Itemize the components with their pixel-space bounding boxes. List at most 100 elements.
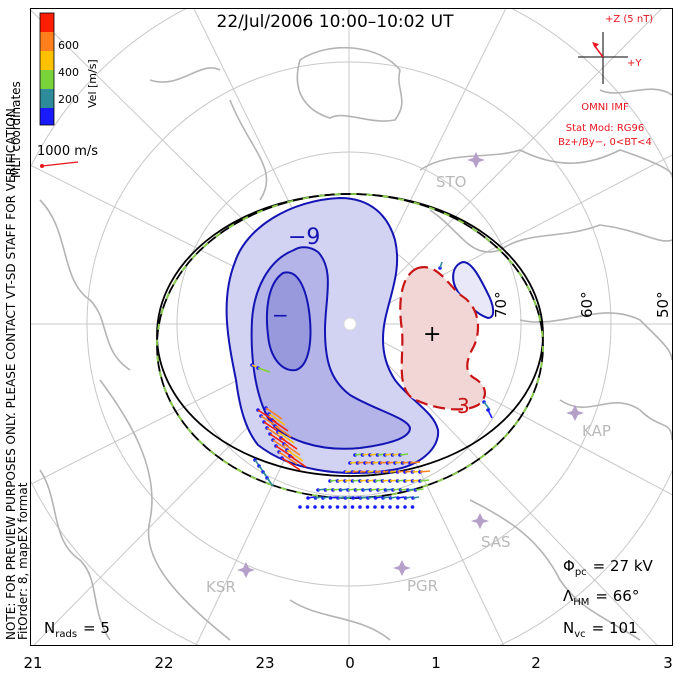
contour-label-max: + [423, 322, 441, 347]
coordinates-note: MLT coordinates [9, 81, 23, 178]
velocity-vector [277, 431, 295, 444]
reference-vector [41, 161, 79, 167]
stat-phi-pc: Φpc = 27 kV [563, 557, 654, 578]
velocity-vector [286, 449, 304, 462]
mlt-label-23: 23 [255, 654, 274, 672]
velocity-vector [322, 496, 330, 499]
imf-y-label: +Y [627, 58, 642, 69]
velocity-vector [278, 451, 298, 465]
velocity-vector [405, 496, 412, 499]
latitude-label-50: 50° [654, 291, 672, 318]
velocity-vector [271, 419, 289, 432]
contour-label-min: − [272, 303, 289, 327]
imf-condition: Bz+/By−, 0<BT<4 [558, 137, 652, 148]
velocity-vector [266, 477, 274, 487]
color-tick-400: 400 [58, 66, 79, 79]
mlt-label-22: 22 [154, 654, 173, 672]
velocity-vector [419, 479, 430, 482]
svg-text:Φpc= 27 kV: Φpc = 27 kV [563, 557, 654, 578]
velocity-vector [397, 496, 405, 499]
imf-arrowhead [592, 42, 599, 48]
svg-text:Nvc= 101: Nvc = 101 [563, 619, 638, 640]
color-scale-label: Vel [m/s] [86, 59, 99, 108]
velocity-vector [345, 496, 352, 499]
mlt-label-1: 1 [431, 654, 441, 672]
imf-source: OMNI IMF [581, 102, 629, 113]
velocity-vector [274, 425, 292, 438]
color-bin-2 [40, 32, 54, 51]
plot-frame [30, 8, 673, 646]
stat-n-rads: Nrads = 5 [44, 619, 110, 640]
velocity-vector [283, 443, 301, 456]
station-marker-kap [566, 405, 584, 421]
stat-n-vc: Nvc = 101 [563, 619, 638, 640]
station-marker-ksr [237, 562, 255, 578]
color-bin-3 [40, 51, 54, 70]
latitude-label-70: 70° [492, 291, 510, 318]
velocity-vector [415, 488, 424, 491]
station-label-sto: STO [436, 173, 467, 191]
latitude-label-60: 60° [578, 291, 596, 318]
velocity-vector [289, 455, 307, 468]
hmb-dash [156, 193, 544, 499]
pole-marker [343, 317, 357, 331]
map-title: 22/Jul/2006 10:00–10:02 UT [217, 12, 455, 32]
fit-order-note: FitOrder: 8, mapEX format [16, 482, 30, 640]
velocity-vectors [250, 261, 493, 509]
mlt-label-0: 0 [345, 654, 355, 672]
contour-label-minus9: −9 [288, 225, 320, 250]
velocity-vector [307, 496, 315, 499]
imf-clock-dial [578, 32, 628, 84]
velocity-vector [487, 409, 493, 419]
contour-label-3: 3 [457, 394, 470, 418]
velocity-vector [337, 496, 345, 499]
color-tick-600: 600 [58, 39, 79, 52]
color-bin-6 [40, 108, 54, 125]
station-label-kap: KAP [582, 422, 611, 440]
velocity-vector [265, 407, 283, 420]
velocity-vector [280, 437, 298, 450]
velocity-vector [352, 496, 360, 499]
coastlines [39, 46, 672, 641]
velocity-vector [419, 470, 431, 473]
velocity-vector [281, 457, 301, 471]
station-marker-sas [471, 513, 489, 529]
color-bin-5 [40, 89, 54, 108]
preview-note: NOTE: FOR PREVIEW PURPOSES ONLY. PLEASE … [4, 104, 18, 640]
color-tick-200: 200 [58, 93, 79, 106]
velocity-vector [382, 496, 390, 499]
positive-convection-cell [399, 266, 487, 411]
imf-z-label: +Z (5 nT) [605, 14, 653, 25]
stat-model: Stat Mod: RG96 [566, 123, 645, 134]
velocity-vector [375, 496, 382, 499]
station-label-pgr: PGR [407, 577, 438, 595]
velocity-vector [268, 413, 286, 426]
mlt-label-3: 3 [663, 654, 673, 672]
velocity-vector [257, 367, 271, 373]
velocity-color-scale [39, 12, 55, 126]
velocity-vector [367, 496, 375, 499]
color-bin-4 [40, 70, 54, 89]
station-marker-sto [467, 152, 485, 168]
color-bin-1 [40, 13, 54, 32]
mlt-label-21: 21 [23, 654, 42, 672]
station-label-ksr: KSR [206, 578, 236, 596]
velocity-vector [412, 496, 420, 499]
velocity-vector [360, 496, 367, 499]
negative-convection-cell [225, 196, 495, 474]
stat-lambda-hm: ΛHM = 66° [563, 587, 639, 608]
velocity-vector [439, 261, 443, 269]
station-label-sas: SAS [481, 533, 511, 551]
station-markers [237, 152, 584, 578]
velocity-vector [390, 496, 397, 499]
svg-text:Nrads= 5: Nrads = 5 [44, 619, 110, 640]
mlt-label-2: 2 [531, 654, 541, 672]
velocity-vector [399, 453, 409, 456]
velocity-vector [409, 461, 421, 464]
velocity-reference-label: 1000 m/s [37, 144, 98, 159]
station-marker-pgr [393, 560, 411, 576]
svg-text:ΛHM= 66°: ΛHM = 66° [563, 587, 639, 608]
velocity-vector [315, 496, 322, 499]
velocity-vector [330, 496, 337, 499]
